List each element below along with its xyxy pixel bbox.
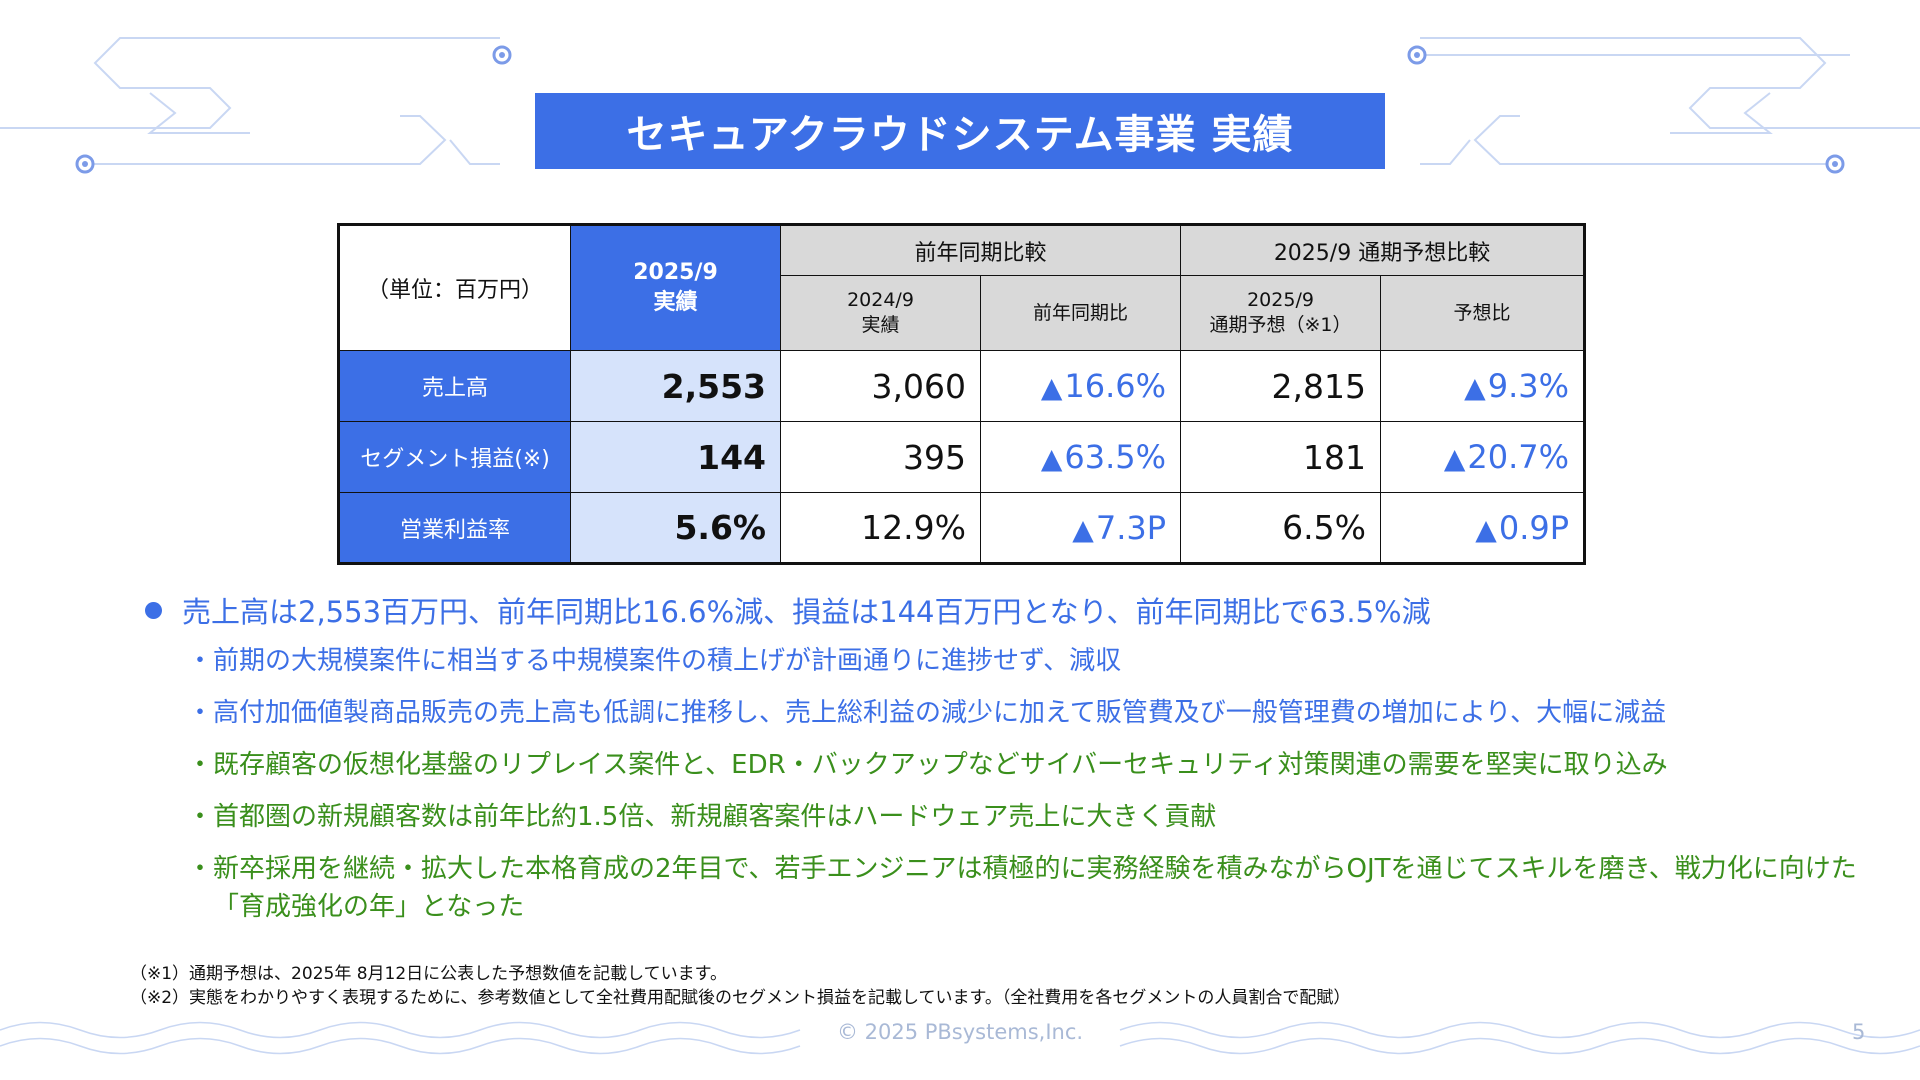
forecast-header: 2025/9 通期予想（※1） xyxy=(1180,275,1382,351)
sub-bullet-marker: ・ xyxy=(187,646,214,676)
prev-value: 3,060 xyxy=(780,350,981,422)
yoy-value: ▲7.3P xyxy=(979,492,1182,564)
sub-bullet-marker: ・ xyxy=(187,750,214,780)
row-label: 売上高 xyxy=(338,350,571,422)
yoy-header: 前年同期比 xyxy=(979,275,1182,351)
decrease-triangle-icon: ▲ xyxy=(1072,512,1094,546)
decrease-triangle-icon: ▲ xyxy=(1040,371,1063,404)
yoy-value: ▲16.6% xyxy=(979,350,1182,422)
yoy-text: 7.3P xyxy=(1095,508,1167,547)
forecast-group-header: 2025/9 通期予想比較 xyxy=(1180,224,1586,276)
decrease-triangle-icon: ▲ xyxy=(1443,442,1466,475)
prev-actual-header: 2024/9 実績 xyxy=(780,275,981,351)
page-number: 5 xyxy=(1852,1020,1866,1044)
actual-value: 5.6% xyxy=(570,492,781,564)
decrease-triangle-icon: ▲ xyxy=(1040,442,1063,475)
sub-bullet-marker: ・ xyxy=(187,698,214,728)
footnotes: （※1）通期予想は、2025年 8月12日に公表した予想数値を記載しています。 … xyxy=(130,962,1350,1010)
copyright: © 2025 PBsystems,Inc. xyxy=(836,1020,1084,1044)
forecast-ratio-text: 0.9P xyxy=(1498,508,1570,547)
list-item-text: 既存顧客の仮想化基盤のリプレイス案件と、EDR・バックアップなどサイバーセキュリ… xyxy=(213,750,1668,780)
sub-bullet-list: ・前期の大規模案件に相当する中規模案件の積上げが計画通りに進捗せず、減収 ・高付… xyxy=(145,642,1865,926)
list-item-text: 首都圏の新規顧客数は前年比約1.5倍、新規顧客案件はハードウェア売上に大きく貢献 xyxy=(213,802,1217,832)
summary-bullets: 売上高は2,553百万円、前年同期比16.6%減、損益は144百万円となり、前年… xyxy=(145,588,1865,940)
footnote-1: （※1）通期予想は、2025年 8月12日に公表した予想数値を記載しています。 xyxy=(130,964,727,984)
forecast-ratio-header: 予想比 xyxy=(1380,275,1586,351)
forecast-value: 181 xyxy=(1180,421,1382,493)
prev-period: 2024/9 xyxy=(847,289,914,311)
yoy-text: 16.6% xyxy=(1064,367,1167,405)
forecast-label: 通期予想（※1） xyxy=(1209,314,1352,336)
list-item: ・既存顧客の仮想化基盤のリプレイス案件と、EDR・バックアップなどサイバーセキュ… xyxy=(187,746,1865,784)
table-row: 営業利益率 5.6% 12.9% ▲7.3P 6.5% ▲0.9P xyxy=(338,492,1586,564)
forecast-ratio-value: ▲0.9P xyxy=(1380,492,1586,564)
footnote-2: （※2）実態をわかりやすく表現するために、参考数値として全社費用配賦後のセグメン… xyxy=(130,988,1351,1008)
list-item: ・高付加価値製商品販売の売上高も低調に推移し、売上総利益の減少に加えて販管費及び… xyxy=(187,694,1865,732)
main-bullet-text: 売上高は2,553百万円、前年同期比16.6%減、損益は144百万円となり、前年… xyxy=(182,595,1431,629)
yoy-text: 63.5% xyxy=(1064,438,1167,476)
yoy-value: ▲63.5% xyxy=(979,421,1182,493)
forecast-ratio-value: ▲9.3% xyxy=(1380,350,1586,422)
forecast-value: 6.5% xyxy=(1180,492,1382,564)
forecast-period: 2025/9 xyxy=(1247,289,1314,311)
list-item-text: 前期の大規模案件に相当する中規模案件の積上げが計画通りに進捗せず、減収 xyxy=(213,646,1122,676)
decrease-triangle-icon: ▲ xyxy=(1464,371,1486,404)
table-row: セグメント損益(※) 144 395 ▲63.5% 181 ▲20.7% xyxy=(338,421,1586,493)
prev-value: 395 xyxy=(780,421,981,493)
forecast-value: 2,815 xyxy=(1180,350,1382,422)
results-table: （単位：百万円） 2025/9 実績 前年同期比較 2025/9 通期予想比較 … xyxy=(337,223,1587,565)
yoy-group-header: 前年同期比較 xyxy=(779,224,1182,276)
actual-header: 2025/9 実績 xyxy=(570,224,781,351)
actual-header-label: 実績 xyxy=(653,290,698,315)
sub-bullet-marker: ・ xyxy=(187,854,214,884)
actual-value: 144 xyxy=(570,421,781,493)
list-item-text: 新卒採用を継続・拡大した本格育成の2年目で、若手エンジニアは積極的に実務経験を積… xyxy=(213,854,1857,922)
forecast-ratio-text: 20.7% xyxy=(1467,438,1570,476)
list-item: ・新卒採用を継続・拡大した本格育成の2年目で、若手エンジニアは積極的に実務経験を… xyxy=(187,850,1865,926)
list-item: ・前期の大規模案件に相当する中規模案件の積上げが計画通りに進捗せず、減収 xyxy=(187,642,1865,680)
prev-label: 実績 xyxy=(861,314,900,336)
list-item-text: 高付加価値製商品販売の売上高も低調に推移し、売上総利益の減少に加えて販管費及び一… xyxy=(213,698,1667,728)
decrease-triangle-icon: ▲ xyxy=(1475,512,1497,546)
row-label: 営業利益率 xyxy=(338,492,571,564)
main-bullet: 売上高は2,553百万円、前年同期比16.6%減、損益は144百万円となり、前年… xyxy=(145,588,1865,632)
forecast-ratio-text: 9.3% xyxy=(1487,367,1570,405)
prev-value: 12.9% xyxy=(780,492,981,564)
page-title: セキュアクラウドシステム事業 実績 xyxy=(535,93,1385,169)
bullet-dot-icon xyxy=(145,601,162,619)
table-row: 売上高 2,553 3,060 ▲16.6% 2,815 ▲9.3% xyxy=(338,350,1586,422)
forecast-ratio-value: ▲20.7% xyxy=(1380,421,1586,493)
unit-label: （単位：百万円） xyxy=(338,224,571,351)
actual-value: 2,553 xyxy=(570,350,781,422)
row-label: セグメント損益(※) xyxy=(338,421,571,493)
sub-bullet-marker: ・ xyxy=(187,802,214,832)
actual-header-period: 2025/9 xyxy=(633,260,718,285)
list-item: ・首都圏の新規顧客数は前年比約1.5倍、新規顧客案件はハードウェア売上に大きく貢… xyxy=(187,798,1865,836)
